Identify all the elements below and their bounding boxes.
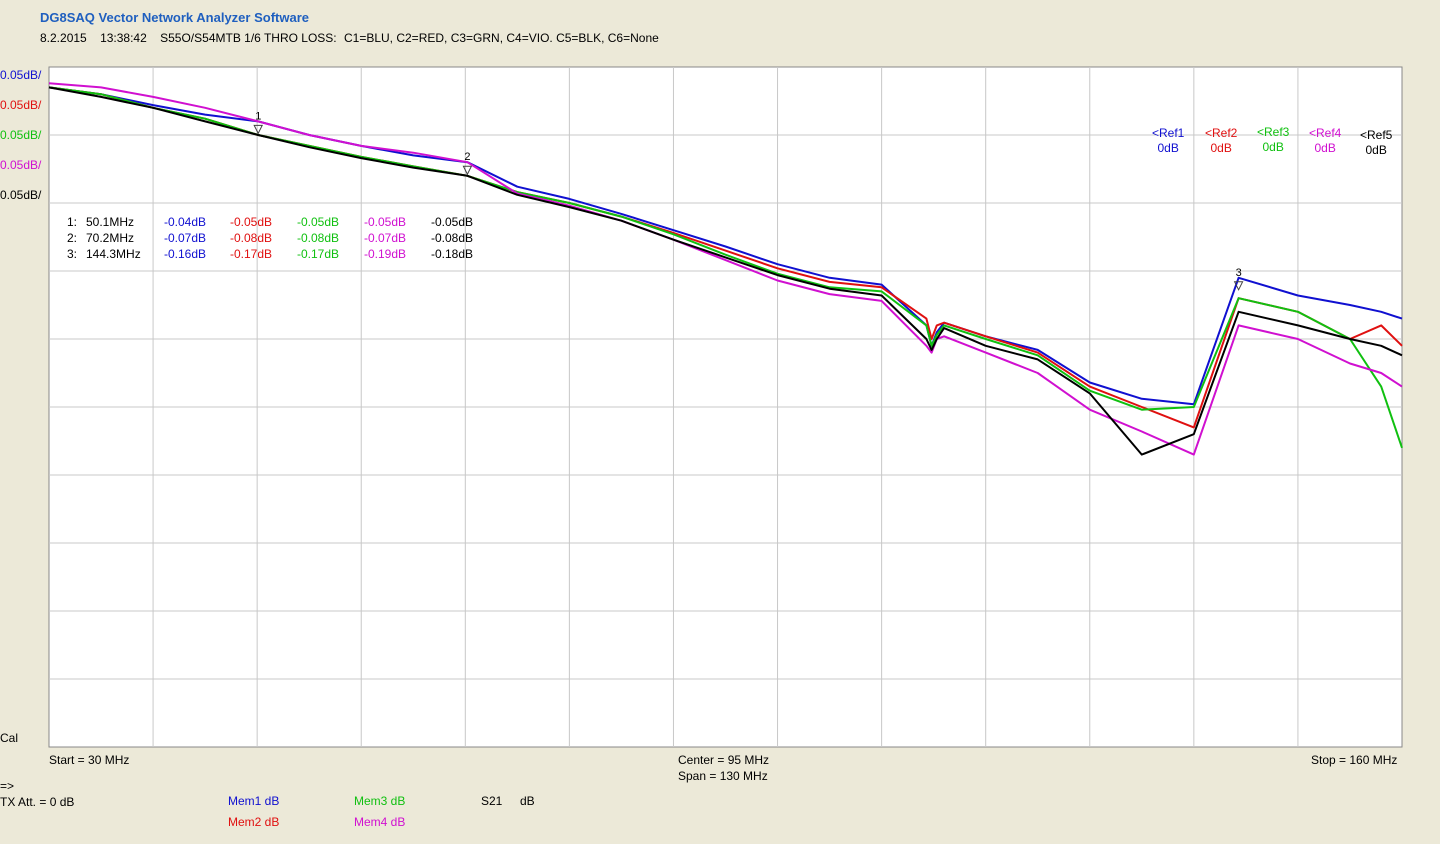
axis-stop-label: Stop = 160 MHz [1311,753,1398,767]
axis-start-label: Start = 30 MHz [49,753,130,767]
header-channel-map: C1=BLU, C2=RED, C3=GRN, C4=VIO. C5=BLK, … [343,31,659,45]
ref5-value: 0dB [1365,143,1387,157]
header-info: 8.2.2015 13:38:42 S55O/S54MTB 1/6 THRO L… [40,31,663,45]
ref4-name: <Ref4 [1309,126,1342,140]
mem1-label[interactable]: Mem1 dB [228,794,280,808]
s21-unit: dB [520,794,535,808]
header-date: 8.2.2015 [40,31,87,45]
marker-2-number: 2 [464,151,470,163]
marker2-freq: 70.2MHz [86,231,135,245]
scale-label-c2: 0.05dB/ [0,98,42,112]
axis-span-label: Span = 130 MHz [678,769,768,783]
marker-2-triangle [462,165,473,176]
tx-attenuation[interactable]: TX Att. = 0 dB [0,795,75,809]
s21-label[interactable]: S21 [481,794,503,808]
trace-c4 [48,82,1403,456]
ref5-name: <Ref5 [1360,128,1393,142]
scale-label-c4: 0.05dB/ [0,158,42,172]
ref2-name: <Ref2 [1205,126,1238,140]
header-time: 13:38:42 [100,31,147,45]
traces [48,82,1403,456]
marker3-c5: -0.18dB [431,247,474,261]
mem2-label[interactable]: Mem2 dB [228,815,280,829]
marker-1-number: 1 [255,110,261,122]
marker2-c1: -0.07dB [164,231,207,245]
marker1-label: 1: [67,215,78,229]
marker-3-number: 3 [1236,267,1242,279]
marker-1-triangle [253,124,264,135]
marker3-c2: -0.17dB [230,247,273,261]
mem4-label[interactable]: Mem4 dB [354,815,406,829]
ref3-name: <Ref3 [1257,125,1290,139]
scale-label-c1: 0.05dB/ [0,68,42,82]
header-description: S55O/S54MTB 1/6 THRO LOSS: [160,31,337,45]
marker2-c5: -0.08dB [431,231,474,245]
ref2: <Ref2 0dB [1205,126,1237,156]
ref1-value: 0dB [1157,141,1179,155]
marker1-freq: 50.1MHz [86,215,135,229]
trace-c3 [48,86,1403,449]
ref5: <Ref5 0dB [1360,128,1392,158]
marker2-c4: -0.07dB [364,231,407,245]
ref3: <Ref3 0dB [1257,125,1289,155]
marker2-c2: -0.08dB [230,231,273,245]
ref1-name: <Ref1 [1152,126,1185,140]
marker3-c4: -0.19dB [364,247,407,261]
app-title: DG8SAQ Vector Network Analyzer Software [40,10,309,25]
marker1-c4: -0.05dB [364,215,407,229]
marker-symbols: 1 2 3 [253,110,1244,291]
ref4: <Ref4 0dB [1309,126,1341,156]
trace-c5 [48,86,1403,456]
ref1: <Ref1 0dB [1152,126,1184,156]
ref3-value: 0dB [1262,140,1284,154]
marker1-c3: -0.05dB [297,215,340,229]
marker-3-triangle [1233,281,1244,291]
marker3-c1: -0.16dB [164,247,207,261]
command-prompt[interactable]: => [0,779,15,793]
marker3-freq: 144.3MHz [86,247,141,261]
marker1-c2: -0.05dB [230,215,273,229]
scale-label-c5: 0.05dB/ [0,188,42,202]
marker2-c3: -0.08dB [297,231,340,245]
scale-label-c3: 0.05dB/ [0,128,42,142]
marker3-label: 3: [67,247,78,261]
marker2-label: 2: [67,231,78,245]
mem3-label[interactable]: Mem3 dB [354,794,406,808]
axis-center-label: Center = 95 MHz [678,753,770,767]
cal-label: Cal [0,731,19,745]
ref2-value: 0dB [1210,141,1232,155]
marker1-c1: -0.04dB [164,215,207,229]
marker1-c5: -0.05dB [431,215,474,229]
ref4-value: 0dB [1314,141,1336,155]
marker3-c3: -0.17dB [297,247,340,261]
